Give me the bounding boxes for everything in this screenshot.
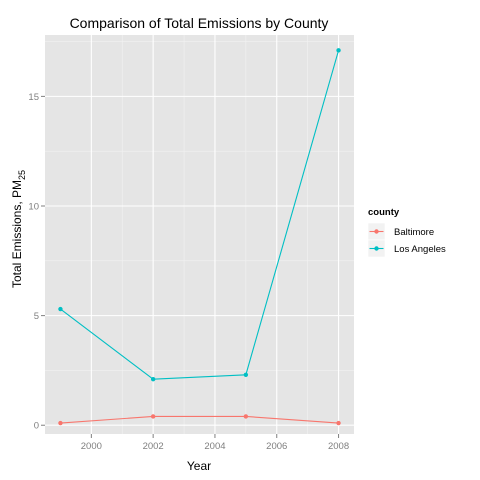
series-line-baltimore bbox=[60, 415, 339, 424]
data-point-los-angeles bbox=[58, 306, 63, 312]
legend-label-los-angeles: Los Angeles bbox=[394, 244, 446, 255]
series-line-los-angeles bbox=[60, 50, 340, 380]
data-point-los-angeles bbox=[243, 372, 249, 378]
y-axis-title-main: Total Emissions, PM bbox=[10, 180, 24, 288]
x-axis-title: Year bbox=[187, 459, 211, 473]
data-point-baltimore bbox=[243, 414, 249, 419]
y-tick-label: 0 bbox=[34, 421, 39, 432]
legend-label-baltimore: Baltimore bbox=[394, 227, 434, 238]
x-tick-label: 2004 bbox=[204, 441, 225, 452]
x-tick-label: 2000 bbox=[81, 441, 102, 452]
y-tick-label: 5 bbox=[34, 311, 39, 322]
x-tick-label: 2008 bbox=[328, 441, 349, 452]
legend-point-baltimore bbox=[374, 229, 379, 234]
legend: county Baltimore Los Angeles bbox=[367, 207, 446, 258]
y-axis-title-subscript: 25 bbox=[17, 170, 27, 180]
x-axis: 2000 2002 2004 2006 2008 bbox=[81, 434, 349, 452]
data-point-los-angeles bbox=[150, 376, 156, 382]
data-point-los-angeles bbox=[336, 48, 341, 53]
y-tick-label: 10 bbox=[28, 202, 39, 213]
legend-point-los-angeles bbox=[374, 246, 379, 251]
y-axis: 0 5 10 15 bbox=[28, 92, 45, 432]
y-axis-title: Total Emissions, PM25 bbox=[10, 170, 27, 288]
data-point-baltimore bbox=[336, 420, 341, 426]
x-tick-label: 2006 bbox=[266, 441, 287, 452]
plot-background bbox=[45, 35, 354, 434]
plot-panel bbox=[45, 35, 354, 434]
data-point-baltimore bbox=[150, 414, 156, 419]
legend-title: county bbox=[368, 207, 400, 218]
y-tick-label: 15 bbox=[28, 92, 39, 103]
chart-title: Comparison of Total Emissions by County bbox=[70, 15, 329, 31]
x-tick-label: 2002 bbox=[143, 441, 164, 452]
data-point-baltimore bbox=[58, 420, 63, 426]
